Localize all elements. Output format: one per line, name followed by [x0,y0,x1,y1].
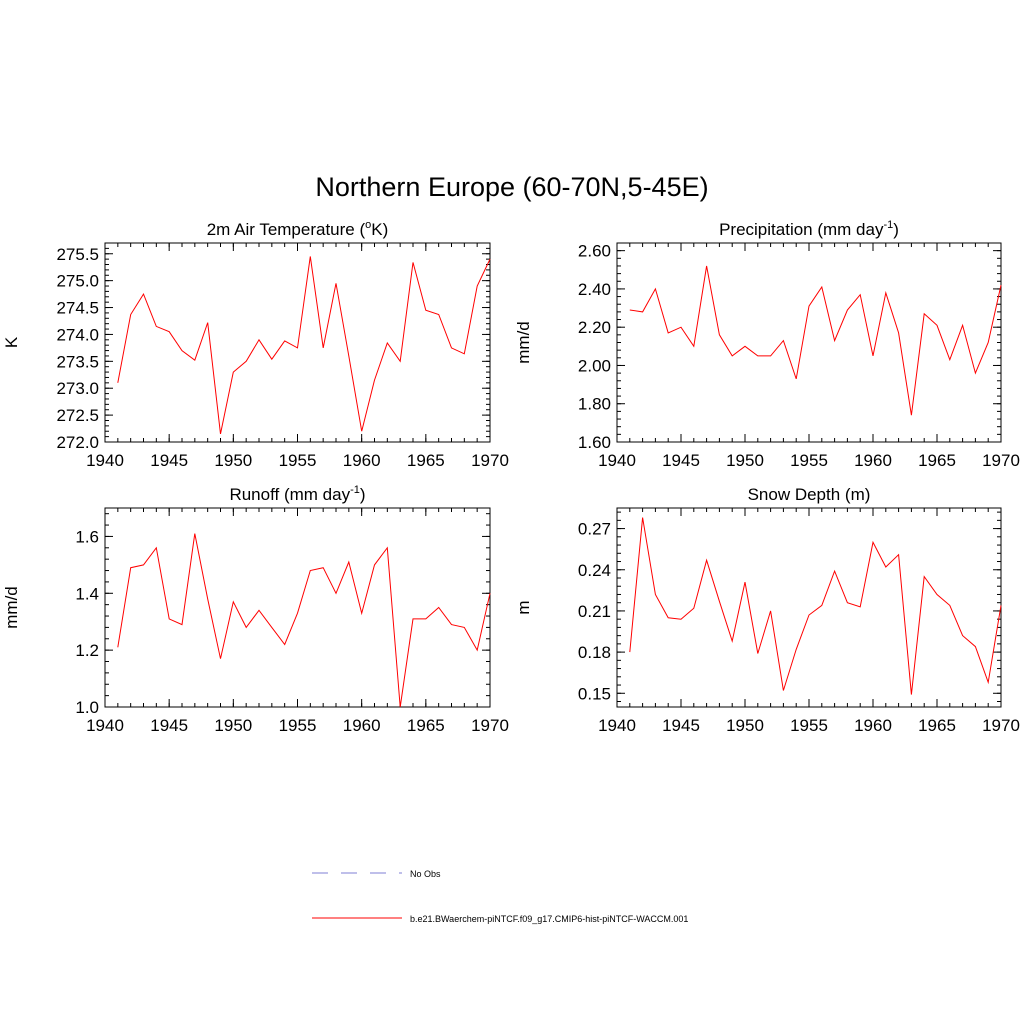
snow-depth-xtick-label: 1945 [662,716,700,735]
air-temperature-title: 2m Air Temperature (oK) [207,219,389,239]
snow-depth-title: Snow Depth (m) [748,485,871,504]
air-temperature-ytick-label: 272.0 [56,433,99,452]
runoff-ytick-label: 1.0 [75,698,99,717]
snow-depth-ylabel: m [514,600,533,614]
snow-depth-ytick-label: 0.24 [578,561,611,580]
precipitation-xtick-label: 1955 [790,451,828,470]
air-temperature-xtick-label: 1965 [407,451,445,470]
snow-depth-ytick-label: 0.27 [578,520,611,539]
air-temperature-ytick-label: 272.5 [56,406,99,425]
legend-obs-label: No Obs [410,869,441,879]
air-temperature-ytick-label: 273.5 [56,352,99,371]
air-temperature-ytick-label: 275.0 [56,272,99,291]
panel-precipitation: Precipitation (mm day-1) mm/d 1.60 1.80 2.00… [514,219,1020,470]
figure-title: Northern Europe (60-70N,5-45E) [315,172,708,202]
runoff-xtick-label: 1940 [86,716,124,735]
panel-air-temperature: 2m Air Temperature (oK) K 272.0 272.5 273.0 2… [2,219,509,470]
legend: No Obs b.e21.BWaerchem-piNTCF.f09_g17.CM… [312,869,688,924]
snow-depth-ytick-label: 0.18 [578,643,611,662]
runoff-ylabel: mm/d [2,586,21,629]
snow-depth-ytick-label: 0.21 [578,602,611,621]
runoff-xtick-label: 1950 [214,716,252,735]
snow-depth-series-line [629,517,1002,695]
runoff-xtick-label: 1965 [407,716,445,735]
air-temperature-frame [104,242,491,443]
air-temperature-ytick-label: 274.0 [56,325,99,344]
precipitation-title: Precipitation (mm day-1) [719,219,899,239]
precipitation-ytick-label: 2.40 [578,280,611,299]
precipitation-xtick-label: 1970 [982,451,1020,470]
runoff-frame [104,507,491,708]
panel-runoff: Runoff (mm day-1) mm/d 1.0 1.2 1.4 1.6 1940 194… [2,484,509,735]
precipitation-series-line [629,265,1002,416]
snow-depth-xtick-label: 1965 [918,716,956,735]
precipitation-xtick-label: 1940 [598,451,636,470]
runoff-xtick-label: 1970 [471,716,509,735]
precipitation-ytick-label: 2.20 [578,318,611,337]
runoff-title: Runoff (mm day-1) [229,484,365,504]
snow-depth-xtick-label: 1960 [854,716,892,735]
air-temperature-xtick-label: 1960 [343,451,381,470]
precipitation-xtick-label: 1960 [854,451,892,470]
precipitation-xtick-label: 1945 [662,451,700,470]
snow-depth-xtick-label: 1950 [726,716,764,735]
snow-depth-xtick-label: 1940 [598,716,636,735]
runoff-series-line [117,533,491,708]
precipitation-xtick-label: 1950 [726,451,764,470]
air-temperature-ytick-label: 273.0 [56,379,99,398]
runoff-xtick-label: 1955 [279,716,317,735]
precipitation-ytick-label: 1.80 [578,395,611,414]
snow-depth-ytick-label: 0.15 [578,684,611,703]
runoff-ytick-label: 1.4 [75,584,99,603]
air-temperature-xtick-label: 1945 [150,451,188,470]
snow-depth-xtick-label: 1955 [790,716,828,735]
snow-depth-frame [616,507,1002,708]
precipitation-ytick-label: 1.60 [578,433,611,452]
air-temperature-xtick-label: 1955 [279,451,317,470]
precipitation-ylabel: mm/d [514,321,533,364]
air-temperature-series-line [117,256,491,435]
runoff-xtick-label: 1960 [343,716,381,735]
precipitation-ytick-label: 2.60 [578,242,611,261]
air-temperature-xtick-label: 1970 [471,451,509,470]
air-temperature-xtick-label: 1950 [214,451,252,470]
snow-depth-xtick-label: 1970 [982,716,1020,735]
air-temperature-ylabel: K [2,336,21,348]
runoff-ytick-label: 1.2 [75,641,99,660]
runoff-ytick-label: 1.6 [75,527,99,546]
air-temperature-ytick-label: 274.5 [56,299,99,318]
precipitation-ytick-label: 2.00 [578,356,611,375]
panel-snow-depth: Snow Depth (m) m 0.15 0.18 0.21 0.24 0.27 1940 1… [514,485,1020,735]
legend-model-label: b.e21.BWaerchem-piNTCF.f09_g17.CMIP6-his… [410,914,688,924]
air-temperature-ytick-label: 275.5 [56,245,99,264]
runoff-xtick-label: 1945 [150,716,188,735]
air-temperature-xtick-label: 1940 [86,451,124,470]
precipitation-xtick-label: 1965 [918,451,956,470]
